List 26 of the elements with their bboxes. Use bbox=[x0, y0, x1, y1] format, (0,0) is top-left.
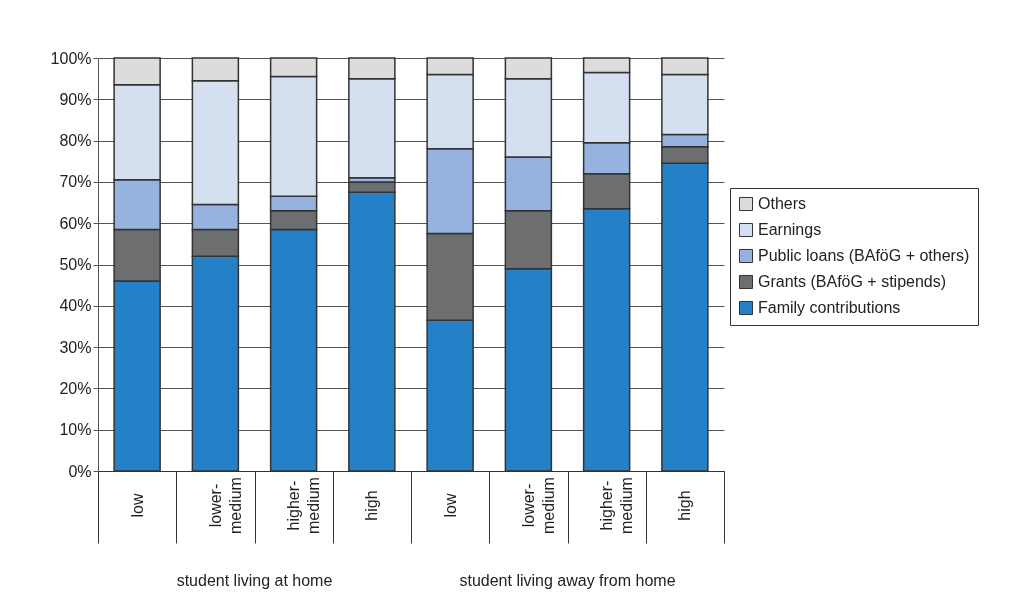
y-tick-label: 10% bbox=[59, 421, 92, 439]
y-tick-label: 60% bbox=[59, 214, 92, 232]
y-tick-label: 70% bbox=[59, 173, 92, 191]
x-tick-label: higher-medium bbox=[285, 477, 323, 534]
x-tick-label: high bbox=[363, 490, 381, 521]
y-tick-label: 20% bbox=[59, 379, 92, 397]
x-tick-label: lower-medium bbox=[519, 477, 557, 534]
x-tick-label: low bbox=[441, 493, 459, 518]
y-tick-label: 100% bbox=[50, 49, 92, 67]
x-tick-label: higher-medium bbox=[598, 477, 636, 534]
legend-label: Grants (BAföG + stipends) bbox=[758, 273, 947, 290]
y-tick-label: 30% bbox=[59, 338, 92, 356]
y-tick-label: 0% bbox=[68, 462, 92, 480]
legend-label: Public loans (BAföG + others) bbox=[758, 247, 970, 264]
x-tick-label: lower-medium bbox=[206, 477, 244, 534]
y-tick-label: 40% bbox=[59, 297, 92, 315]
y-tick-label: 80% bbox=[59, 132, 92, 150]
text: student living at home bbox=[176, 572, 333, 589]
y-tick-label: 50% bbox=[59, 256, 92, 273]
legend-label: Family contributions bbox=[758, 299, 901, 316]
x-tick-label: high bbox=[676, 490, 694, 521]
x-tick-label: low bbox=[128, 493, 146, 518]
legend-label: Earnings bbox=[758, 221, 822, 238]
legend-label: Others bbox=[758, 195, 807, 212]
text: student living away from home bbox=[459, 572, 676, 589]
y-tick-label: 90% bbox=[59, 90, 92, 108]
